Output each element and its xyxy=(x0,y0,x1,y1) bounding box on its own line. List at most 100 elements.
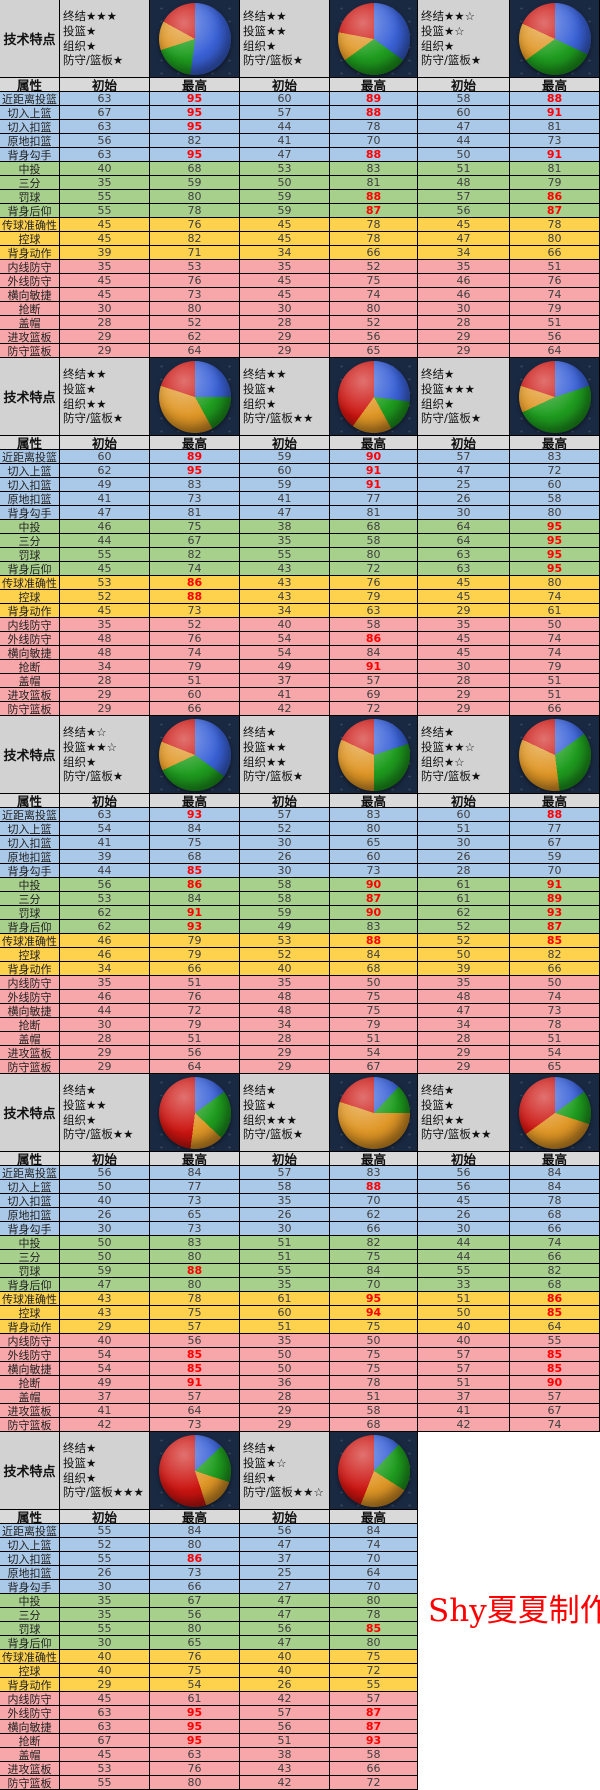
attribute-name-cell: 内线防守 xyxy=(0,976,60,990)
stat-value-cell: 79 xyxy=(510,176,600,190)
stat-value-cell: 75 xyxy=(330,1348,418,1362)
stat-value-cell: 49 xyxy=(240,660,330,674)
skill-rating-line: 投篮★★ xyxy=(243,23,287,38)
stat-value-cell: 35 xyxy=(418,976,510,990)
stat-value-cell: 85 xyxy=(510,934,600,948)
skill-rating-line: 终结★ xyxy=(421,366,455,381)
stat-value-cell: 45 xyxy=(418,1194,510,1208)
attribute-name-cell: 横向敏捷 xyxy=(0,1720,60,1734)
stat-value-cell: 72 xyxy=(330,562,418,576)
pie-chart-cell xyxy=(150,716,240,794)
stat-value-cell: 29 xyxy=(418,330,510,344)
stat-value-cell: 78 xyxy=(330,120,418,134)
stat-value-cell: 88 xyxy=(330,106,418,120)
stat-value-cell: 51 xyxy=(330,1390,418,1404)
stat-value-cell: 55 xyxy=(60,204,150,218)
stat-value-cell: 80 xyxy=(150,1622,240,1636)
stat-value-cell: 35 xyxy=(240,1334,330,1348)
stat-value-cell: 51 xyxy=(418,822,510,836)
stat-value-cell: 40 xyxy=(418,1320,510,1334)
stat-value-cell: 35 xyxy=(240,976,330,990)
stat-value-cell: 95 xyxy=(510,548,600,562)
skill-rating-line: 防守/篮板★ xyxy=(63,411,124,426)
skill-star-ratings: 终结★ 投篮★ 组织★★★ 防守/篮板★ xyxy=(240,1074,330,1152)
stat-value-cell: 71 xyxy=(150,246,240,260)
stat-value-cell: 45 xyxy=(60,1692,150,1706)
stat-value-cell: 80 xyxy=(150,190,240,204)
stat-value-cell: 58 xyxy=(330,1748,418,1762)
stat-value-cell: 74 xyxy=(330,288,418,302)
stat-value-cell: 39 xyxy=(60,850,150,864)
stat-value-cell: 66 xyxy=(510,246,600,260)
stat-value-cell: 91 xyxy=(510,148,600,162)
stat-value-cell: 56 xyxy=(150,1334,240,1348)
attribute-name-cell: 横向敏捷 xyxy=(0,646,60,660)
attribute-name-cell: 背身后仰 xyxy=(0,920,60,934)
stat-value-cell: 56 xyxy=(60,1166,150,1180)
attribute-name-cell: 传球准确性 xyxy=(0,218,60,232)
stat-value-cell: 88 xyxy=(150,1264,240,1278)
stat-value-cell: 80 xyxy=(510,576,600,590)
stat-value-cell: 45 xyxy=(60,562,150,576)
attribute-name-cell: 抢断 xyxy=(0,1376,60,1390)
skill-rating-line: 组织★ xyxy=(243,396,277,411)
stat-value-cell: 35 xyxy=(240,1278,330,1292)
stats-section-4: 技术特点 终结★ 投篮★★ 组织★ 防守/篮板★★ 终结★ 投篮★ 组织★★★ 防守/篮板★ 终结… xyxy=(0,1074,600,1432)
stat-value-cell: 28 xyxy=(240,1390,330,1404)
stat-value-cell: 86 xyxy=(150,576,240,590)
stat-value-cell: 45 xyxy=(418,576,510,590)
stat-value-cell: 35 xyxy=(240,260,330,274)
skill-star-ratings: 终结★★☆ 投篮★☆ 组织★ 防守/篮板★ xyxy=(418,0,510,78)
skill-rating-line: 防守/篮板★ xyxy=(243,53,304,68)
stat-value-cell: 73 xyxy=(150,288,240,302)
stat-value-cell: 70 xyxy=(330,134,418,148)
stat-value-cell: 67 xyxy=(60,1734,150,1748)
skill-rating-line: 投篮★☆ xyxy=(421,23,465,38)
stat-value-cell: 76 xyxy=(330,576,418,590)
stat-value-cell: 70 xyxy=(330,1580,418,1594)
stat-value-cell: 74 xyxy=(150,646,240,660)
attribute-name-cell: 内线防守 xyxy=(0,1334,60,1348)
stat-value-cell: 30 xyxy=(240,864,330,878)
stat-value-cell: 73 xyxy=(150,492,240,506)
stat-value-cell: 68 xyxy=(330,1418,418,1432)
stat-value-cell: 46 xyxy=(60,990,150,1004)
stat-value-cell: 61 xyxy=(418,878,510,892)
stat-value-cell: 28 xyxy=(418,864,510,878)
stat-value-cell: 30 xyxy=(60,1580,150,1594)
stat-value-cell: 91 xyxy=(330,660,418,674)
stat-value-cell: 57 xyxy=(150,1390,240,1404)
stat-value-cell: 49 xyxy=(60,1376,150,1390)
stat-value-cell: 52 xyxy=(60,1538,150,1552)
stat-value-cell: 73 xyxy=(510,134,600,148)
attribute-name-cell: 传球准确性 xyxy=(0,1292,60,1306)
stat-value-cell: 75 xyxy=(150,1306,240,1320)
stat-value-cell: 64 xyxy=(150,1404,240,1418)
stat-value-cell: 88 xyxy=(150,590,240,604)
skill-rating-line: 终结★★ xyxy=(63,366,107,381)
pie-chart-cell xyxy=(150,1432,240,1510)
stat-value-cell: 95 xyxy=(150,1734,240,1748)
stat-value-cell: 30 xyxy=(240,302,330,316)
stat-value-cell: 50 xyxy=(418,1306,510,1320)
stat-value-cell: 50 xyxy=(60,1180,150,1194)
stat-value-cell: 72 xyxy=(330,1776,418,1790)
max-column-header: 最高 xyxy=(330,436,418,450)
attribute-name-cell: 盖帽 xyxy=(0,674,60,688)
stat-value-cell: 50 xyxy=(330,1334,418,1348)
stat-value-cell: 52 xyxy=(330,260,418,274)
attribute-name-cell: 背身动作 xyxy=(0,604,60,618)
stat-value-cell: 78 xyxy=(510,1194,600,1208)
attribute-name-cell: 盖帽 xyxy=(0,1390,60,1404)
stat-value-cell: 89 xyxy=(150,450,240,464)
stat-value-cell: 51 xyxy=(418,162,510,176)
stat-value-cell: 37 xyxy=(240,674,330,688)
stat-value-cell: 83 xyxy=(330,920,418,934)
stat-value-cell: 95 xyxy=(510,534,600,548)
attribute-name-cell: 切入扣篮 xyxy=(0,120,60,134)
skill-rating-line: 投篮★★★ xyxy=(421,381,475,396)
initial-column-header: 初始 xyxy=(240,1152,330,1166)
attribute-name-cell: 罚球 xyxy=(0,906,60,920)
attribute-name-cell: 原地扣篮 xyxy=(0,134,60,148)
stat-value-cell: 41 xyxy=(240,688,330,702)
